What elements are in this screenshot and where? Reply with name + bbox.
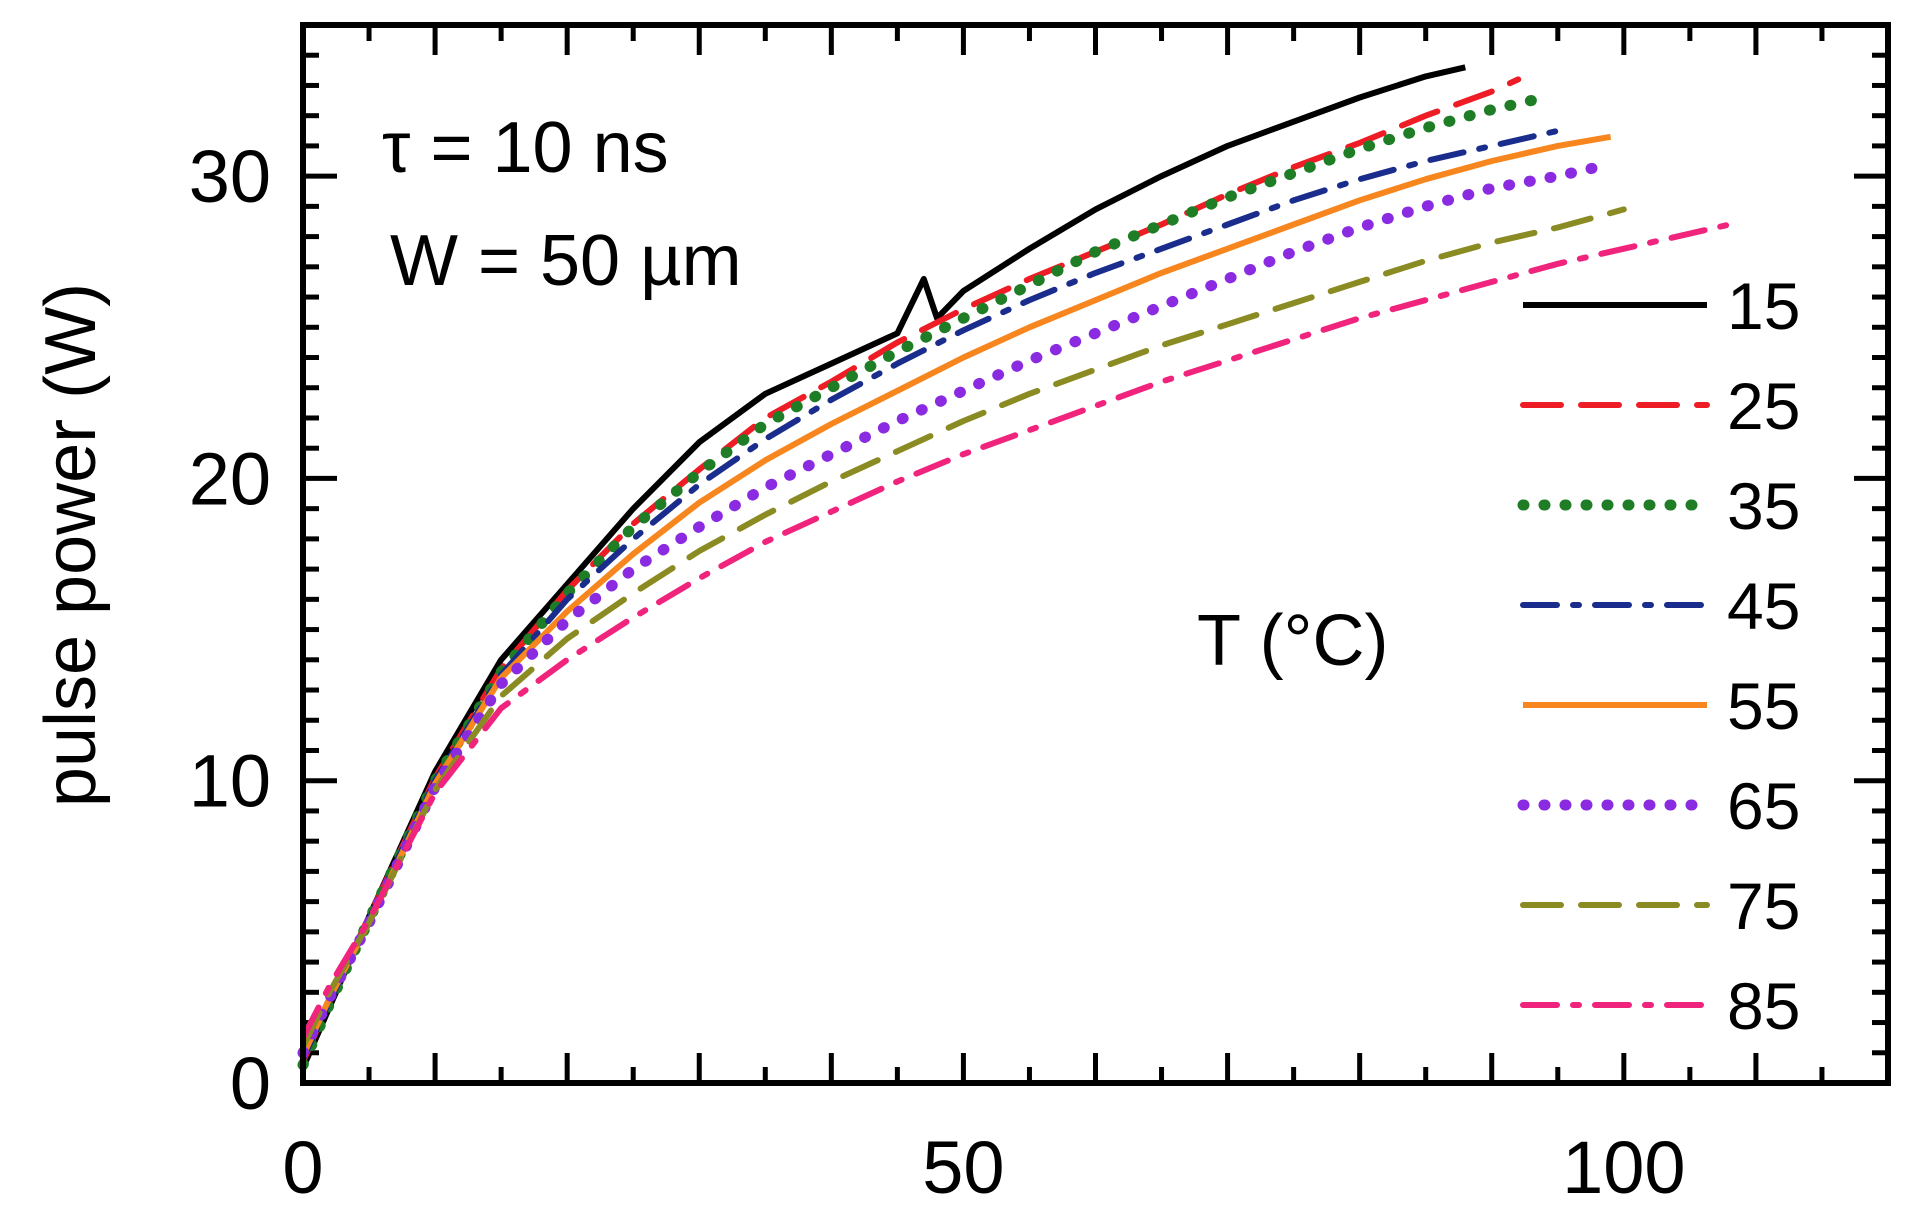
series-lines [297, 64, 1733, 1071]
x-tick-label: 50 [922, 1126, 1004, 1209]
legend-label-35: 35 [1727, 469, 1800, 543]
series-line-45 [300, 127, 1561, 1062]
legend-label-55: 55 [1727, 669, 1800, 743]
annotation-tau: τ = 10 ns [382, 108, 669, 188]
annotation-width: W = 50 µm [390, 221, 742, 301]
legend-label-45: 45 [1727, 569, 1800, 643]
x-tick-label: 0 [282, 1126, 323, 1209]
series-line-65 [297, 161, 1603, 1059]
legend-label-85: 85 [1727, 969, 1800, 1043]
tick-labels: 0 50 100 0 10 20 30 [189, 135, 1686, 1209]
legend-label-65: 65 [1727, 769, 1800, 843]
y-tick-label: 20 [189, 437, 271, 520]
y-tick-label: 0 [230, 1042, 271, 1125]
y-tick-label: 30 [189, 135, 271, 218]
series-line-75 [300, 206, 1627, 1050]
legend-label-15: 15 [1727, 269, 1800, 343]
legend-label-75: 75 [1727, 869, 1800, 943]
legend-label-25: 25 [1727, 369, 1800, 443]
plot-frame [300, 22, 1891, 1086]
y-axis-title: pulse power (W) [31, 283, 111, 807]
y-tick-label: 10 [189, 740, 271, 823]
legend: 15 25 35 45 55 65 75 85 [1517, 269, 1800, 1043]
x-tick-label: 100 [1562, 1126, 1685, 1209]
legend-title: T (°C) [1197, 601, 1388, 681]
series-line-85 [300, 221, 1733, 1041]
series-line-15 [300, 64, 1466, 1070]
